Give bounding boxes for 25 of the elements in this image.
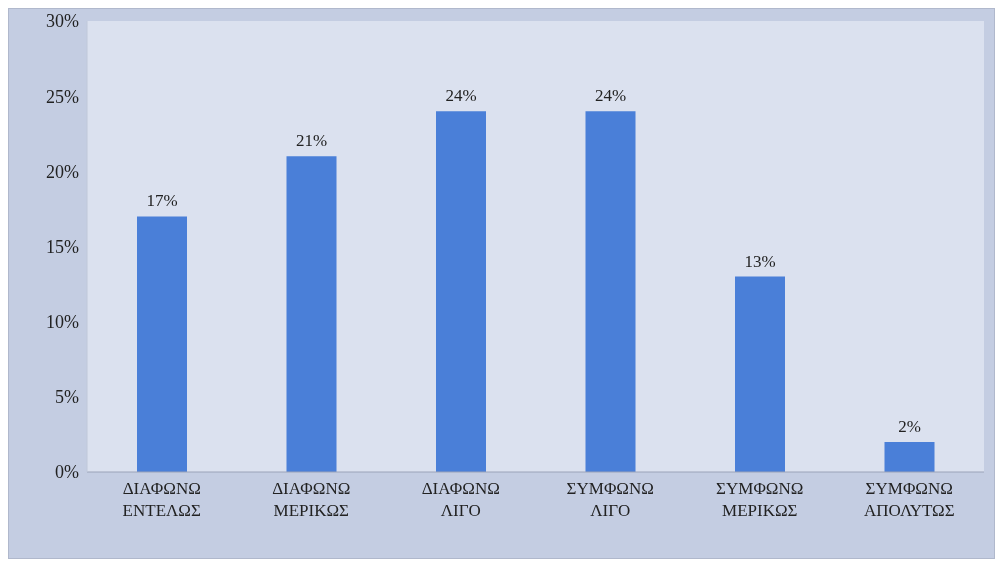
data-label: 2% <box>898 416 921 436</box>
y-tick-label: 15% <box>46 236 79 257</box>
x-tick-label: ΔΙΑΦΩΝΩ ΕΝΤΕΛΩΣ <box>122 479 201 520</box>
y-tick-label: 25% <box>46 86 79 107</box>
bar <box>585 111 636 472</box>
x-tick-label: ΔΙΑΦΩΝΩ ΜΕΡΙΚΩΣ <box>272 479 351 520</box>
bar <box>735 276 785 472</box>
bar <box>137 216 187 472</box>
y-tick-label: 5% <box>55 387 79 408</box>
x-tick-label: ΔΙΑΦΩΝΩ ΛΙΓΟ <box>421 479 500 520</box>
data-label: 21% <box>295 131 328 151</box>
x-tick-label: ΣΥΜΦΩΝΩ ΛΙΓΟ <box>566 479 654 520</box>
bar <box>436 111 486 472</box>
y-tick-label: 30% <box>46 11 79 32</box>
y-tick-label: 0% <box>55 462 79 483</box>
data-label: 24% <box>445 86 477 106</box>
bar <box>884 441 935 472</box>
y-tick-label: 20% <box>46 161 79 182</box>
y-tick-label: 10% <box>46 312 79 333</box>
data-label: 17% <box>146 191 178 211</box>
data-label: 24% <box>594 86 627 106</box>
bar <box>286 156 337 472</box>
x-tick-label: ΣΥΜΦΩΝΩ ΜΕΡΙΚΩΣ <box>716 479 804 520</box>
data-label: 13% <box>744 251 776 271</box>
x-tick-label: ΣΥΜΦΩΝΩ ΑΠΟΛΥΤΩΣ <box>863 479 955 520</box>
